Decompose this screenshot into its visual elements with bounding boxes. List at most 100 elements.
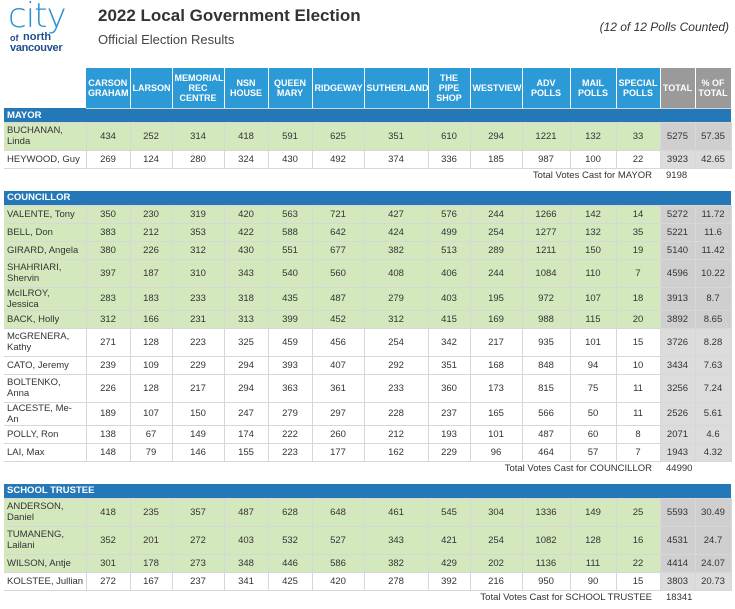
logo-north-text: north (23, 31, 52, 43)
vote-count: 313 (224, 310, 269, 329)
vote-total: 2071 (660, 425, 696, 444)
section-header: MAYOR (4, 108, 731, 123)
candidate-row: ANDERSON, Daniel 418 235 357 487 628 648 461 545… (4, 498, 732, 527)
vote-count: 25 (616, 498, 661, 527)
vote-count: 397 (86, 259, 131, 288)
vote-total: 3434 (660, 356, 696, 375)
vote-count: 226 (86, 374, 131, 403)
col-header-total: TOTAL (660, 68, 696, 109)
vote-percent: 57.35 (695, 122, 732, 151)
vote-count: 1084 (522, 259, 571, 288)
vote-count: 350 (86, 205, 131, 224)
vote-count: 212 (364, 425, 429, 444)
vote-count: 430 (224, 241, 269, 260)
vote-count: 318 (224, 287, 269, 311)
candidate-name: KOLSTEE, Jullian (4, 572, 87, 591)
vote-count: 237 (172, 572, 225, 591)
vote-count: 987 (522, 150, 571, 169)
vote-count: 165 (470, 402, 523, 426)
vote-count: 222 (268, 425, 313, 444)
vote-count: 20 (616, 310, 661, 329)
vote-count: 244 (470, 205, 523, 224)
vote-count: 233 (172, 287, 225, 311)
vote-count: 312 (86, 310, 131, 329)
vote-count: 217 (470, 328, 523, 357)
vote-count: 15 (616, 328, 661, 357)
candidate-name: GIRARD, Angela (4, 241, 87, 260)
vote-count: 273 (172, 554, 225, 573)
vote-count: 279 (364, 287, 429, 311)
candidate-row: KOLSTEE, Jullian 272 167 237 341 425 420 278 392… (4, 572, 732, 591)
vote-percent: 8.28 (695, 328, 732, 357)
col-header: SUTHERLAND (364, 68, 429, 109)
vote-count: 223 (268, 443, 313, 462)
vote-percent: 7.63 (695, 356, 732, 375)
vote-count: 294 (224, 374, 269, 403)
vote-count: 110 (570, 259, 617, 288)
vote-count: 380 (86, 241, 131, 260)
vote-count: 972 (522, 287, 571, 311)
vote-count: 247 (224, 402, 269, 426)
col-header: WESTVIEW (470, 68, 523, 109)
vote-count: 382 (364, 241, 429, 260)
candidate-row: BELL, Don 383 212 353 422 588 642 424 499 254 1277… (4, 223, 732, 242)
header-blank (4, 68, 86, 108)
vote-count: 283 (86, 287, 131, 311)
candidate-row: BOLTENKO, Anna 226 128 217 294 363 361 233 360 17… (4, 374, 732, 403)
candidate-row: HEYWOOD, Guy 269 124 280 324 430 492 374 336 185 9… (4, 150, 732, 169)
vote-percent: 11.72 (695, 205, 732, 224)
vote-total: 5275 (660, 122, 696, 151)
vote-count: 461 (364, 498, 429, 527)
vote-count: 586 (312, 554, 365, 573)
vote-count: 187 (130, 259, 173, 288)
vote-total: 5272 (660, 205, 696, 224)
candidate-name: POLLY, Ron (4, 425, 87, 444)
vote-count: 382 (364, 554, 429, 573)
vote-count: 67 (130, 425, 173, 444)
col-header-percent: % OF TOTAL (695, 68, 732, 109)
candidate-row: LAI, Max 148 79 146 155 223 177 162 229 96 464 57 7 1… (4, 443, 732, 462)
vote-count: 304 (470, 498, 523, 527)
section-total-row: Total Votes Cast for MAYOR 9198 (4, 168, 731, 183)
vote-count: 576 (428, 205, 471, 224)
candidate-row: WILSON, Antje 301 178 273 348 446 586 382 429 202… (4, 554, 732, 573)
col-header: SPECIAL POLLS (616, 68, 661, 109)
candidate-name: BELL, Don (4, 223, 87, 242)
candidate-name: SHAHRIARI, Shervin (4, 259, 87, 288)
total-votes-label: Total Votes Cast for COUNCILLOR (504, 463, 652, 475)
candidate-name: HEYWOOD, Guy (4, 150, 87, 169)
candidate-row: GIRARD, Angela 380 226 312 430 551 677 382 513 28… (4, 241, 732, 260)
vote-count: 513 (428, 241, 471, 260)
vote-count: 217 (172, 374, 225, 403)
vote-count: 15 (616, 572, 661, 591)
vote-count: 100 (570, 150, 617, 169)
col-header: THE PIPE SHOP (428, 68, 471, 109)
vote-count: 7 (616, 259, 661, 288)
vote-count: 459 (268, 328, 313, 357)
vote-count: 202 (470, 554, 523, 573)
total-votes-value: 9198 (666, 170, 688, 182)
vote-percent: 8.65 (695, 310, 732, 329)
vote-count: 239 (86, 356, 131, 375)
vote-percent: 4.32 (695, 443, 732, 462)
vote-count: 233 (364, 374, 429, 403)
vote-count: 111 (570, 554, 617, 573)
vote-count: 278 (364, 572, 429, 591)
vote-percent: 20.73 (695, 572, 732, 591)
vote-count: 610 (428, 122, 471, 151)
logo-vancouver-text: vancouver (10, 42, 63, 54)
vote-count: 254 (470, 526, 523, 555)
vote-count: 464 (522, 443, 571, 462)
vote-count: 142 (570, 205, 617, 224)
vote-count: 628 (268, 498, 313, 527)
vote-count: 988 (522, 310, 571, 329)
vote-percent: 8.7 (695, 287, 732, 311)
vote-count: 149 (570, 498, 617, 527)
total-votes-label: Total Votes Cast for MAYOR (532, 170, 652, 182)
vote-count: 16 (616, 526, 661, 555)
vote-count: 212 (130, 223, 173, 242)
vote-count: 101 (470, 425, 523, 444)
candidate-row: TUMANENG, Lailani 352 201 272 403 532 527 343 42… (4, 526, 732, 555)
vote-count: 336 (428, 150, 471, 169)
column-header-row: CARSON GRAHAM LARSON MEMORIAL REC CENTRE… (4, 68, 732, 109)
